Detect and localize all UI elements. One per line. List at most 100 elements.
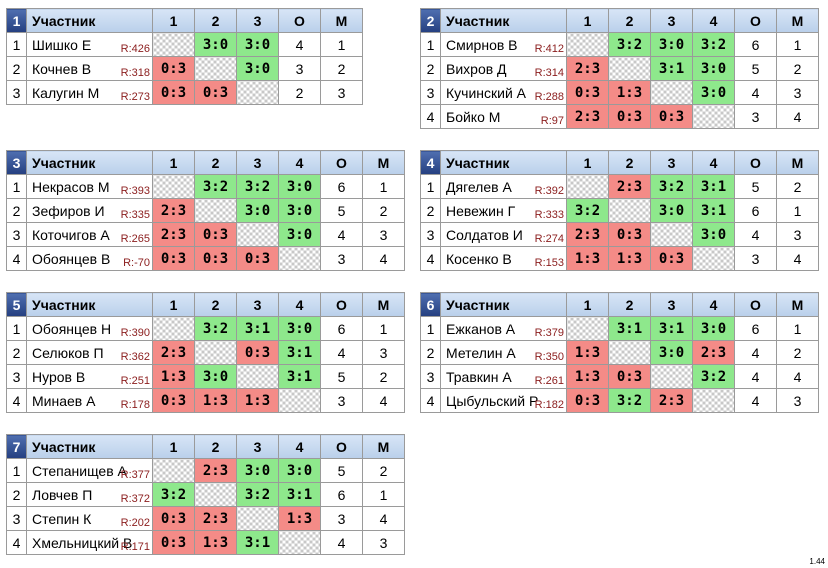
participant-name[interactable]: Степин К [32, 511, 92, 527]
points-header: О [734, 8, 777, 33]
participant-name[interactable]: Ежканов А [446, 321, 516, 337]
match-result-win: 3:0 [194, 32, 237, 57]
points-cell: 4 [734, 388, 777, 413]
participant-cell: Косенко В R:153 [440, 246, 567, 271]
place-cell: 4 [776, 104, 819, 129]
self-match-cell [692, 388, 735, 413]
row-index: 1 [420, 32, 441, 57]
place-header: М [776, 8, 819, 33]
points-header: О [278, 8, 321, 33]
participant-name[interactable]: Минаев А [32, 393, 96, 409]
participant-name[interactable]: Селюков П [32, 345, 104, 361]
match-result-loss: 2:3 [194, 458, 237, 483]
group-table-2: 2 Участник 1 2 3 4 О М 1 Смирнов В R:412 3:2 3:0 3:2 6… [420, 8, 819, 129]
table-row: 1 Некрасов М R:393 3:2 3:2 3:0 6 1 [6, 174, 405, 199]
table-row: 2 Ловчев П R:372 3:2 3:2 3:1 6 1 [6, 482, 405, 507]
points-cell: 5 [734, 56, 777, 81]
participant-rating: R:288 [534, 91, 564, 103]
match-result-loss: 2:3 [152, 222, 195, 247]
row-index: 1 [6, 458, 27, 483]
participant-cell: Обоянцев В R:-70 [26, 246, 153, 271]
match-result-loss: 0:3 [152, 388, 195, 413]
participant-name[interactable]: Кучинский А [446, 85, 526, 101]
participant-name[interactable]: Зефиров И [32, 203, 105, 219]
participant-cell: Травкин А R:261 [440, 364, 567, 389]
participant-name[interactable]: Калугин М [32, 85, 100, 101]
participant-name[interactable]: Ловчев П [32, 487, 93, 503]
match-result-win: 3:0 [236, 198, 279, 223]
opponent-column-header: 4 [278, 292, 321, 317]
participant-cell: Невежин Г R:333 [440, 198, 567, 223]
participant-name[interactable]: Косенко В [446, 251, 512, 267]
participant-name[interactable]: Цыбульский Р [446, 393, 539, 409]
participant-name[interactable]: Хмельницкий В [32, 535, 133, 551]
points-cell: 4 [320, 340, 363, 365]
participant-name[interactable]: Дягелев А [446, 179, 512, 195]
match-result-loss: 0:3 [608, 104, 651, 129]
opponent-column-header: 2 [608, 292, 651, 317]
group-number: 1 [6, 8, 27, 33]
participant-rating: R:393 [120, 185, 150, 197]
match-result-win: 3:2 [152, 482, 195, 507]
participant-name[interactable]: Травкин А [446, 369, 512, 385]
table-row: 2 Селюков П R:362 2:3 0:3 3:1 4 3 [6, 340, 405, 365]
place-cell: 1 [362, 316, 405, 341]
table-row: 2 Невежин Г R:333 3:2 3:0 3:1 6 1 [420, 198, 819, 223]
place-cell: 3 [362, 222, 405, 247]
table-row: 3 Степин К R:202 0:3 2:3 1:3 3 4 [6, 506, 405, 531]
participant-name[interactable]: Обоянцев Н [32, 321, 112, 337]
table-row: 4 Косенко В R:153 1:3 1:3 0:3 3 4 [420, 246, 819, 271]
participant-cell: Метелин А R:350 [440, 340, 567, 365]
participant-name[interactable]: Обоянцев В [32, 251, 111, 267]
row-index: 4 [420, 104, 441, 129]
row-index: 4 [420, 246, 441, 271]
match-result-win: 3:1 [692, 174, 735, 199]
row-index: 4 [6, 246, 27, 271]
participant-name[interactable]: Смирнов В [446, 37, 518, 53]
participant-name[interactable]: Бойко М [446, 109, 501, 125]
participant-name[interactable]: Метелин А [446, 345, 516, 361]
match-result-loss: 0:3 [236, 246, 279, 271]
participant-name[interactable]: Шишко Е [32, 37, 92, 53]
row-index: 1 [6, 316, 27, 341]
group-number: 6 [420, 292, 441, 317]
participant-cell: Минаев А R:178 [26, 388, 153, 413]
match-result-loss: 0:3 [152, 56, 195, 81]
participant-rating: R:377 [120, 469, 150, 481]
points-cell: 3 [320, 506, 363, 531]
match-result-win: 3:1 [278, 482, 321, 507]
table-row: 1 Степанищев А R:377 2:3 3:0 3:0 5 2 [6, 458, 405, 483]
match-result-loss: 2:3 [650, 388, 693, 413]
row-index: 4 [420, 388, 441, 413]
participant-name[interactable]: Коточигов А [32, 227, 110, 243]
place-cell: 4 [362, 388, 405, 413]
participant-name[interactable]: Вихров Д [446, 61, 507, 77]
participant-name[interactable]: Нуров В [32, 369, 86, 385]
opponent-column-header: 2 [194, 434, 237, 459]
place-cell: 4 [776, 246, 819, 271]
participant-cell: Цыбульский Р R:182 [440, 388, 567, 413]
row-index: 2 [420, 56, 441, 81]
participant-cell: Кочнев В R:318 [26, 56, 153, 81]
match-result-win: 3:1 [236, 316, 279, 341]
match-result-win: 3:0 [692, 316, 735, 341]
place-cell: 2 [776, 56, 819, 81]
place-cell: 2 [362, 198, 405, 223]
participant-name[interactable]: Некрасов М [32, 179, 110, 195]
table-row: 2 Вихров Д R:314 2:3 3:1 3:0 5 2 [420, 56, 819, 81]
group-header-row: 5 Участник 1 2 3 4 О М [6, 292, 405, 317]
match-result-loss: 0:3 [194, 80, 237, 105]
participant-name[interactable]: Степанищев А [32, 463, 127, 479]
group-number: 5 [6, 292, 27, 317]
table-row: 1 Смирнов В R:412 3:2 3:0 3:2 6 1 [420, 32, 819, 57]
participant-name[interactable]: Солдатов И [446, 227, 523, 243]
participant-name[interactable]: Кочнев В [32, 61, 92, 77]
row-index: 1 [420, 174, 441, 199]
participant-name[interactable]: Невежин Г [446, 203, 516, 219]
participant-rating: R:390 [120, 327, 150, 339]
place-header: М [776, 292, 819, 317]
match-result-win: 3:2 [692, 32, 735, 57]
participant-cell: Степин К R:202 [26, 506, 153, 531]
match-result-loss: 1:3 [566, 340, 609, 365]
table-row: 3 Калугин М R:273 0:3 0:3 2 3 [6, 80, 363, 105]
